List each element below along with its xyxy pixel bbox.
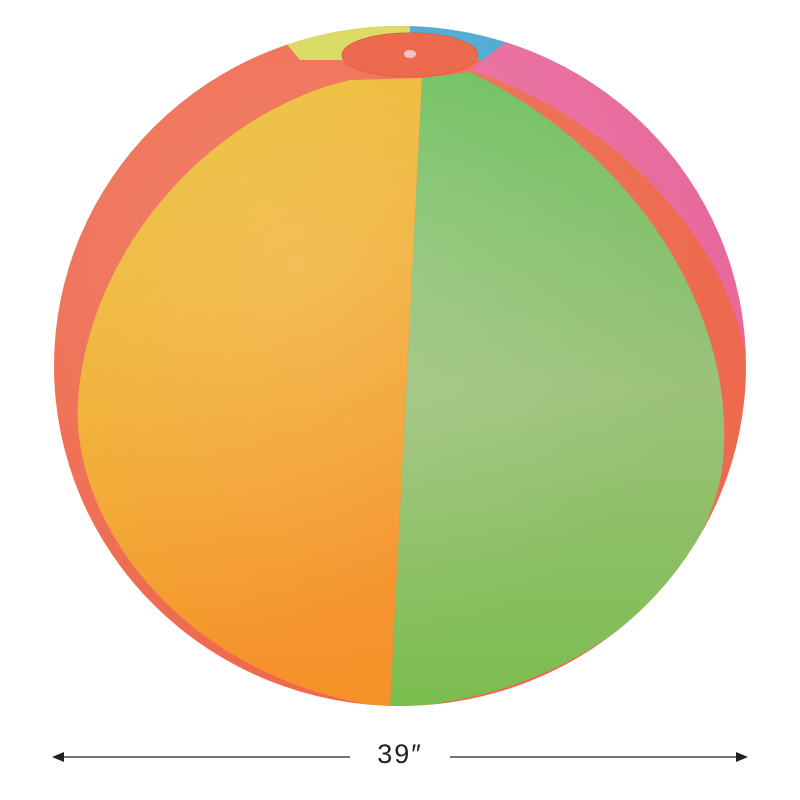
dimension-label: 39″: [350, 739, 450, 770]
valve-icon: [404, 50, 416, 58]
dimension-arrow-icon: [52, 752, 748, 762]
dimension-indicator: 39″: [0, 735, 800, 775]
